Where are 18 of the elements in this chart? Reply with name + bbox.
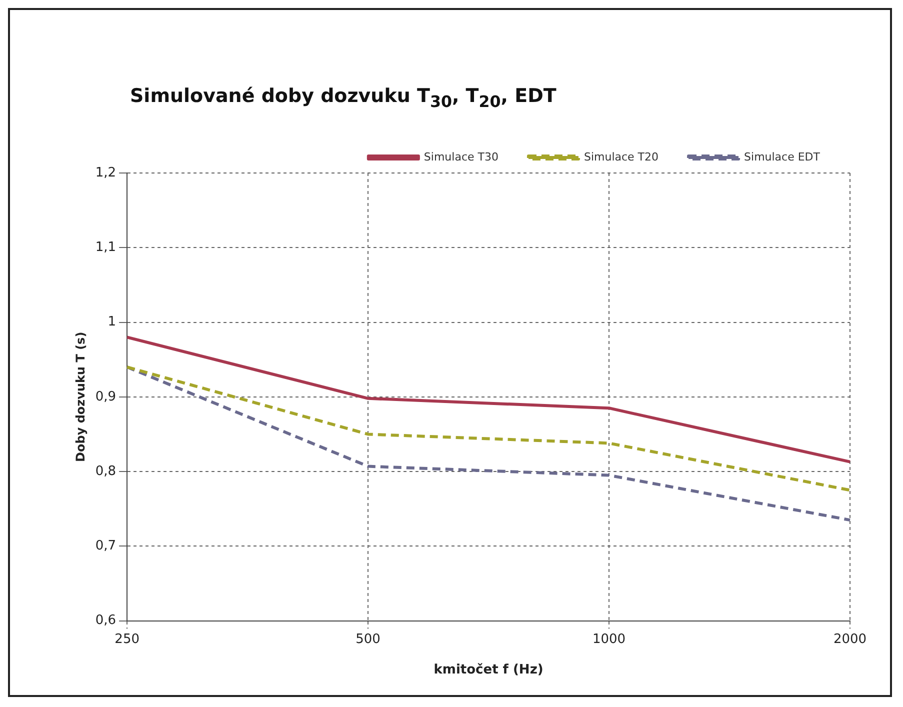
x-tick-label: 500 — [356, 632, 380, 647]
y-tick-label: 1 — [108, 314, 116, 330]
x-tick-label: 1000 — [592, 632, 626, 647]
y-tick-label: 0,9 — [95, 389, 116, 404]
y-tick-label: 1,2 — [95, 165, 116, 180]
x-tick-label: 250 — [114, 632, 140, 647]
chart-title: Simulované doby dozvuku T$_{30}$, T$_{20}$, EDT — [130, 85, 556, 111]
legend-label: Simulace EDT — [744, 150, 820, 164]
legend-label: Simulace T20 — [584, 150, 659, 164]
y-tick-label: 0,8 — [95, 464, 116, 479]
legend-label: Simulace T30 — [424, 150, 498, 164]
y-tick-label: 0,6 — [95, 613, 116, 628]
y-tick-label: 0,7 — [95, 538, 116, 554]
x-tick-label: 2000 — [833, 632, 867, 647]
y-tick-label: 1,1 — [95, 240, 116, 256]
x-axis-title: kmitočet f (Hz) — [434, 662, 544, 678]
y-axis-title: Doby dozvuku T (s) — [73, 332, 88, 462]
line-series — [126, 366, 852, 492]
